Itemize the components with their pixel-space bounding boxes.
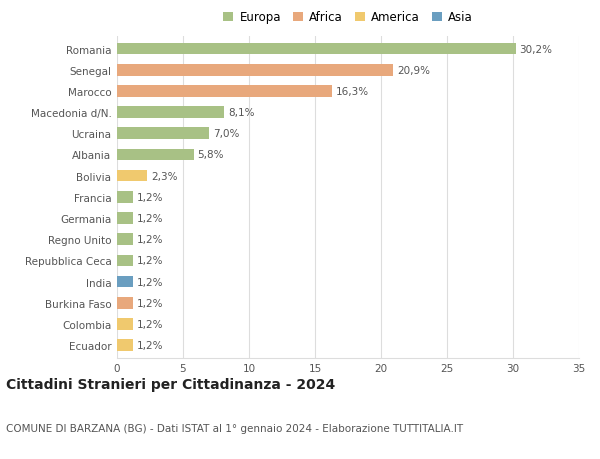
Text: 8,1%: 8,1%	[228, 108, 254, 118]
Bar	[117, 149, 194, 161]
Text: 1,2%: 1,2%	[137, 256, 163, 266]
Text: 1,2%: 1,2%	[137, 298, 163, 308]
Bar	[117, 128, 209, 140]
Text: 7,0%: 7,0%	[214, 129, 240, 139]
Text: 1,2%: 1,2%	[137, 235, 163, 245]
Bar	[117, 191, 133, 203]
Bar	[117, 107, 224, 118]
Bar	[117, 340, 133, 351]
Bar	[117, 170, 148, 182]
Text: 30,2%: 30,2%	[520, 45, 553, 55]
Text: COMUNE DI BARZANA (BG) - Dati ISTAT al 1° gennaio 2024 - Elaborazione TUTTITALIA: COMUNE DI BARZANA (BG) - Dati ISTAT al 1…	[6, 424, 463, 433]
Bar	[117, 234, 133, 246]
Text: 1,2%: 1,2%	[137, 277, 163, 287]
Text: 1,2%: 1,2%	[137, 340, 163, 350]
Bar	[117, 86, 332, 97]
Text: 1,2%: 1,2%	[137, 319, 163, 329]
Text: 2,3%: 2,3%	[151, 171, 178, 181]
Bar	[117, 255, 133, 267]
Bar	[117, 44, 515, 55]
Bar	[117, 65, 393, 76]
Bar	[117, 276, 133, 288]
Text: 20,9%: 20,9%	[397, 66, 430, 76]
Bar	[117, 319, 133, 330]
Text: Cittadini Stranieri per Cittadinanza - 2024: Cittadini Stranieri per Cittadinanza - 2…	[6, 377, 335, 391]
Text: 1,2%: 1,2%	[137, 192, 163, 202]
Bar	[117, 297, 133, 309]
Legend: Europa, Africa, America, Asia: Europa, Africa, America, Asia	[223, 11, 473, 24]
Bar	[117, 213, 133, 224]
Text: 16,3%: 16,3%	[336, 87, 369, 97]
Text: 5,8%: 5,8%	[197, 150, 224, 160]
Text: 1,2%: 1,2%	[137, 213, 163, 224]
